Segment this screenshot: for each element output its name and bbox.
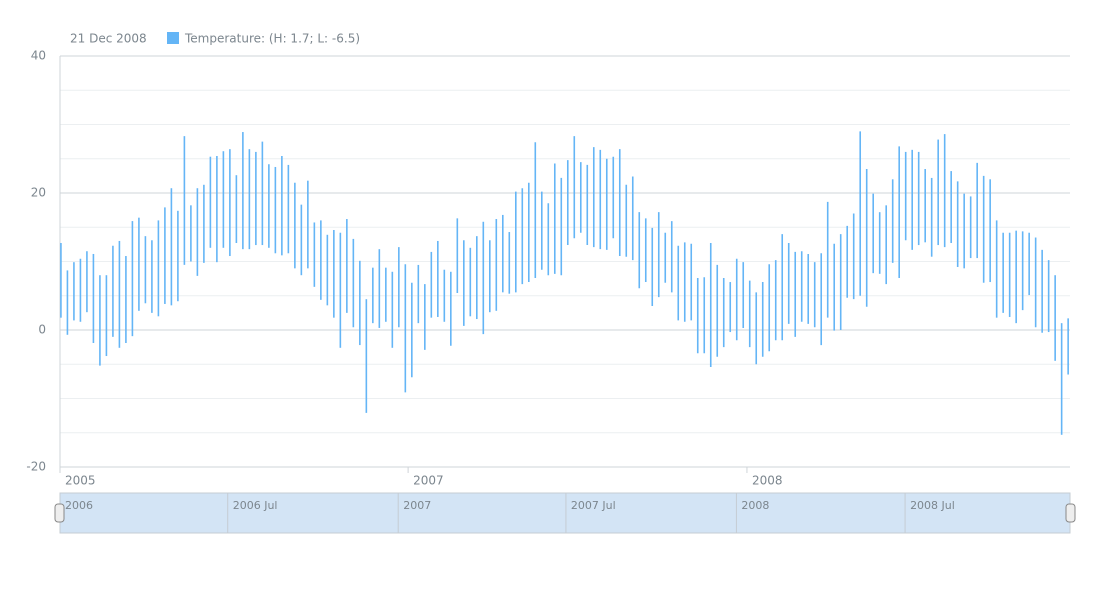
x-tick-label: 2005 [65,474,96,488]
scroller-tick-label: 2008 [741,499,769,512]
y-tick-label: 20 [31,186,46,200]
scroller-tick-label: 2006 [65,499,93,512]
y-tick-label: 0 [38,323,46,337]
x-tick-label: 2007 [413,474,444,488]
legend-swatch [167,32,179,44]
y-tick-label: -20 [26,460,46,474]
legend-date: 21 Dec 2008 [70,32,147,46]
y-tick-label: 40 [31,49,46,63]
scroller-tick-label: 2006 Jul [233,499,278,512]
scroller-tick-label: 2007 Jul [571,499,616,512]
scroller-handle[interactable] [1065,503,1076,523]
scroller-handle[interactable] [54,503,65,523]
legend-label: Temperature: (H: 1.7; L: -6.5) [184,32,360,46]
scroller[interactable] [59,492,1071,534]
scroller-tick-label: 2008 Jul [910,499,955,512]
scroller-tick-label: 2007 [403,499,431,512]
x-tick-label: 2008 [752,474,783,488]
